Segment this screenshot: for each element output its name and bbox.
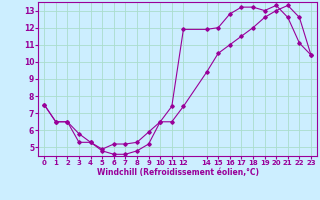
X-axis label: Windchill (Refroidissement éolien,°C): Windchill (Refroidissement éolien,°C)	[97, 168, 259, 177]
